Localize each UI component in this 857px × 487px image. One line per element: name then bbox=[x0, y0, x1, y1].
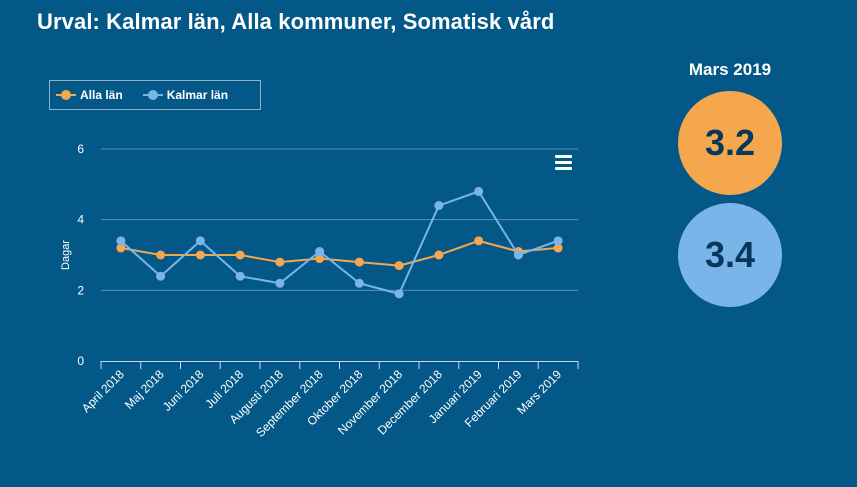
y-axis-title: Dagar bbox=[60, 240, 72, 270]
y-tick-label: 0 bbox=[77, 354, 84, 368]
data-point bbox=[116, 243, 126, 253]
x-tick-label: Juni 2018 bbox=[160, 367, 207, 414]
data-point bbox=[553, 236, 563, 246]
data-point bbox=[315, 254, 325, 264]
data-point bbox=[275, 257, 285, 267]
y-tick-label: 4 bbox=[77, 213, 84, 227]
kalmar-lan-value-circle: 3.4 bbox=[678, 203, 782, 307]
legend-label-alla-lan: Alla län bbox=[80, 88, 123, 102]
data-point bbox=[156, 271, 166, 281]
x-tick-label: April 2018 bbox=[79, 367, 127, 415]
y-tick-label: 6 bbox=[77, 142, 84, 156]
chart-menu-icon[interactable] bbox=[555, 153, 577, 171]
data-point bbox=[235, 250, 245, 260]
data-point bbox=[434, 201, 444, 211]
page-title: Urval: Kalmar län, Alla kommuner, Somati… bbox=[37, 9, 555, 34]
legend-swatch-kalmar-lan bbox=[142, 90, 163, 100]
data-point bbox=[434, 250, 444, 260]
data-point bbox=[474, 236, 484, 246]
data-point bbox=[553, 243, 563, 253]
data-point bbox=[354, 278, 364, 288]
chart-legend: Alla län Kalmar län bbox=[49, 80, 261, 110]
data-point bbox=[195, 250, 205, 260]
legend-item-kalmar-lan[interactable]: Kalmar län bbox=[142, 88, 229, 102]
data-point bbox=[116, 236, 126, 246]
legend-item-alla-lan[interactable]: Alla län bbox=[56, 88, 123, 102]
data-point bbox=[513, 250, 523, 260]
series-line bbox=[120, 239, 559, 267]
legend-label-kalmar-lan: Kalmar län bbox=[166, 88, 229, 102]
summary-month-label: Mars 2019 bbox=[688, 60, 772, 79]
data-point bbox=[394, 289, 404, 299]
y-tick-label: 2 bbox=[77, 283, 84, 297]
data-point bbox=[275, 278, 285, 288]
data-point bbox=[156, 250, 166, 260]
data-point bbox=[235, 271, 245, 281]
data-point bbox=[315, 246, 325, 256]
legend-swatch-alla-lan bbox=[56, 90, 76, 100]
data-point bbox=[195, 236, 205, 246]
data-point bbox=[354, 257, 364, 267]
series-line bbox=[120, 190, 559, 295]
alla-lan-value-circle: 3.2 bbox=[678, 91, 782, 195]
data-point bbox=[474, 186, 484, 196]
data-point bbox=[394, 261, 404, 271]
